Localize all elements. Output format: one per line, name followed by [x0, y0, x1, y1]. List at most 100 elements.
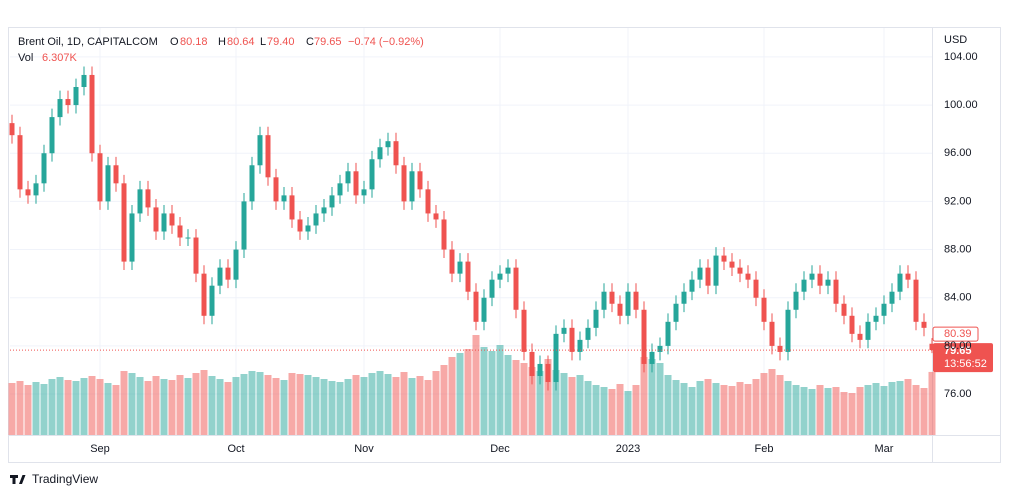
candle-layer	[9, 66, 935, 391]
candle-body	[537, 363, 543, 376]
candle-body	[689, 279, 695, 292]
candle-body	[377, 147, 383, 160]
volume-bar	[368, 373, 376, 435]
volume-bar	[864, 385, 872, 435]
candle-body	[881, 303, 887, 316]
candle-body	[561, 327, 567, 334]
candle-body	[569, 327, 575, 352]
candle-body	[145, 189, 151, 208]
candle-body	[441, 219, 447, 250]
candle-body	[305, 225, 311, 232]
volume-bar	[504, 355, 512, 435]
candle-body	[49, 117, 55, 154]
candle-body	[329, 195, 335, 208]
legend-h: H	[218, 36, 226, 48]
volume-bar	[528, 367, 536, 435]
candle-body	[265, 135, 271, 178]
candle-body	[513, 267, 519, 310]
candle-body	[385, 141, 391, 148]
candle-body	[465, 261, 471, 292]
volume-bar	[440, 365, 448, 435]
candle-body	[249, 165, 255, 202]
volume-bar	[200, 370, 208, 435]
volume-bar	[872, 383, 880, 435]
candle-body	[801, 279, 807, 292]
candle-body	[833, 279, 839, 304]
candle-body	[401, 165, 407, 202]
volume-bar	[792, 385, 800, 435]
candle-body	[617, 303, 623, 316]
volume-bar	[344, 379, 352, 435]
candle-body	[497, 273, 503, 280]
brand: TradingView	[10, 472, 98, 486]
candle-body	[9, 123, 15, 136]
volume-bar	[216, 379, 224, 435]
candle-body	[297, 219, 303, 232]
volume-layer	[8, 335, 936, 435]
candle-body	[921, 321, 927, 328]
volume-bar	[912, 385, 920, 435]
candle-body	[713, 255, 719, 286]
y-tick-label: 100.00	[944, 99, 978, 111]
volume-bar	[40, 384, 48, 435]
volume-bar	[568, 377, 576, 435]
candle-body	[41, 153, 47, 184]
countdown-label: 13:56:52	[944, 358, 987, 370]
volume-bar	[208, 376, 216, 435]
candle-body	[153, 207, 159, 232]
volume-value: 6.307K	[42, 52, 78, 64]
x-tick-label: Sep	[90, 443, 110, 455]
volume-bar	[688, 387, 696, 435]
candle-body	[817, 273, 823, 286]
candle-body	[729, 261, 735, 268]
volume-bar	[664, 375, 672, 435]
volume-title: Vol	[18, 52, 33, 64]
volume-bar	[816, 385, 824, 435]
candle-body	[641, 309, 647, 364]
candle-body	[529, 351, 535, 376]
candle-body	[601, 291, 607, 310]
previous-price-badge	[932, 326, 979, 342]
candle-body	[33, 183, 39, 196]
volume-bar	[624, 391, 632, 435]
volume-bar	[384, 374, 392, 435]
volume-bar	[176, 375, 184, 435]
volume-bar	[56, 377, 64, 435]
candle-body	[841, 303, 847, 316]
candle-body	[241, 201, 247, 250]
candle-body	[905, 273, 911, 280]
candle-body	[745, 273, 751, 280]
volume-bar	[8, 383, 16, 435]
candle-body	[161, 213, 167, 232]
legend-change: −0.74 (−0.92%)	[348, 36, 424, 48]
grid	[10, 28, 932, 435]
volume-bar	[32, 382, 40, 435]
y-tick-label: 104.00	[944, 51, 978, 63]
volume-bar	[248, 371, 256, 435]
candle-body	[17, 135, 23, 190]
y-tick-label: 92.00	[944, 195, 972, 207]
candle-body	[545, 363, 551, 383]
volume-bar	[784, 381, 792, 435]
volume-bar	[80, 378, 88, 435]
legend-title: Brent Oil, 1D, CAPITALCOM	[18, 36, 158, 48]
candle-body	[345, 171, 351, 184]
legend-c: C	[306, 36, 314, 48]
volume-bar	[880, 386, 888, 435]
volume-bar	[544, 359, 552, 435]
volume-bar	[728, 386, 736, 435]
volume-bar	[72, 381, 80, 435]
y-tick-label: 76.00	[944, 388, 972, 400]
candle-body	[865, 321, 871, 340]
x-tick-label: Mar	[875, 443, 894, 455]
volume-bar	[304, 375, 312, 435]
candle-body	[393, 141, 399, 166]
volume-bar	[480, 347, 488, 435]
y-tick-label: 88.00	[944, 243, 972, 255]
currency-label: USD	[944, 34, 967, 46]
candle-body	[281, 195, 287, 202]
candle-body	[769, 321, 775, 346]
candle-body	[225, 267, 231, 280]
candle-body	[185, 237, 191, 239]
candle-body	[737, 267, 743, 274]
